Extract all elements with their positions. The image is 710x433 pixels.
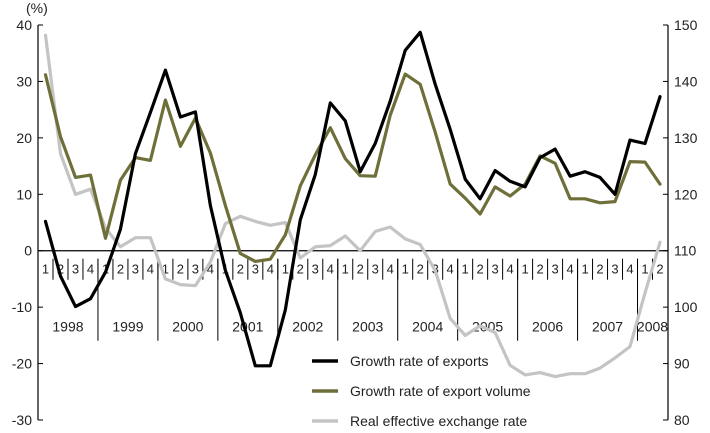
year-label: 2006 (532, 319, 563, 335)
quarter-label: 1 (282, 262, 289, 277)
quarter-label: 4 (327, 262, 334, 277)
quarter-label: 3 (551, 262, 558, 277)
quarter-label: 2 (596, 262, 603, 277)
quarter-label: 3 (132, 262, 139, 277)
quarter-label: 2 (477, 262, 484, 277)
quarter-label: 1 (641, 262, 648, 277)
series-line-growth-rate-of-exports (43, 30, 662, 368)
quarter-label: 3 (312, 262, 319, 277)
left-axis-tick-label: 30 (16, 73, 32, 89)
quarter-label: 4 (447, 262, 454, 277)
left-axis-tick-label: 0 (24, 243, 32, 259)
quarter-label: 3 (611, 262, 618, 277)
right-axis-tick-label: 110 (674, 243, 697, 259)
quarter-label: 4 (387, 262, 394, 277)
year-label: 1999 (112, 319, 143, 335)
legend-label-real-effective-exchange-rate: Real effective exchange rate (350, 413, 527, 429)
quarter-label: 1 (521, 262, 528, 277)
quarter-label: 2 (656, 262, 663, 277)
left-axis-tick-label: -30 (12, 412, 32, 428)
right-axis-tick-label: 150 (674, 17, 698, 33)
legend-label-growth-rate-of-exports: Growth rate of exports (350, 353, 489, 369)
left-axis-tick-label: 40 (16, 17, 32, 33)
quarter-label: 4 (207, 262, 214, 277)
quarter-label: 2 (357, 262, 364, 277)
quarter-label: 2 (177, 262, 184, 277)
quarter-label: 4 (566, 262, 573, 277)
quarter-label: 3 (372, 262, 379, 277)
year-label: 2004 (412, 319, 443, 335)
series-line-growth-rate-of-export-volume (43, 72, 662, 263)
quarter-label: 1 (462, 262, 469, 277)
quarter-label: 2 (536, 262, 543, 277)
year-label: 1998 (52, 319, 83, 335)
right-axis-tick-label: 80 (674, 412, 690, 428)
quarter-label: 4 (147, 262, 154, 277)
left-axis-tick-label: 20 (16, 130, 32, 146)
right-axis-tick-label: 130 (674, 130, 698, 146)
right-axis-tick-label: 90 (674, 356, 690, 372)
quarter-label: 2 (117, 262, 124, 277)
quarter-label: 4 (87, 262, 94, 277)
quarter-label: 1 (342, 262, 349, 277)
legend-label-growth-rate-of-export-volume: Growth rate of export volume (350, 383, 531, 399)
right-axis-tick-label: 100 (674, 299, 698, 315)
year-label: 2005 (472, 319, 503, 335)
quarter-label: 2 (417, 262, 424, 277)
quarter-label: 2 (297, 262, 304, 277)
left-axis-tick-label: -10 (12, 299, 32, 315)
quarter-label: 1 (402, 262, 409, 277)
quarter-label: 2 (57, 262, 64, 277)
unit-label: (%) (26, 0, 48, 16)
quarter-label: 1 (581, 262, 588, 277)
quarter-label: 3 (252, 262, 259, 277)
year-label: 2001 (232, 319, 263, 335)
quarter-label: 1 (162, 262, 169, 277)
left-axis-tick-label: 10 (16, 186, 32, 202)
quarter-label: 4 (267, 262, 274, 277)
quarter-label: 1 (42, 262, 49, 277)
quarter-label: 4 (626, 262, 633, 277)
quarter-label: 4 (507, 262, 514, 277)
quarter-label: 3 (72, 262, 79, 277)
quarter-label: 3 (192, 262, 199, 277)
year-label: 2008 (637, 319, 668, 335)
right-axis-tick-label: 140 (674, 73, 698, 89)
quarter-label: 2 (237, 262, 244, 277)
quarter-label: 3 (492, 262, 499, 277)
year-label: 2007 (592, 319, 623, 335)
left-axis-tick-label: -20 (12, 356, 32, 372)
year-label: 2003 (352, 319, 383, 335)
year-label: 2002 (292, 319, 323, 335)
series-line-real-effective-exchange-rate (43, 33, 662, 379)
year-label: 2000 (172, 319, 203, 335)
right-axis-tick-label: 120 (674, 186, 698, 202)
